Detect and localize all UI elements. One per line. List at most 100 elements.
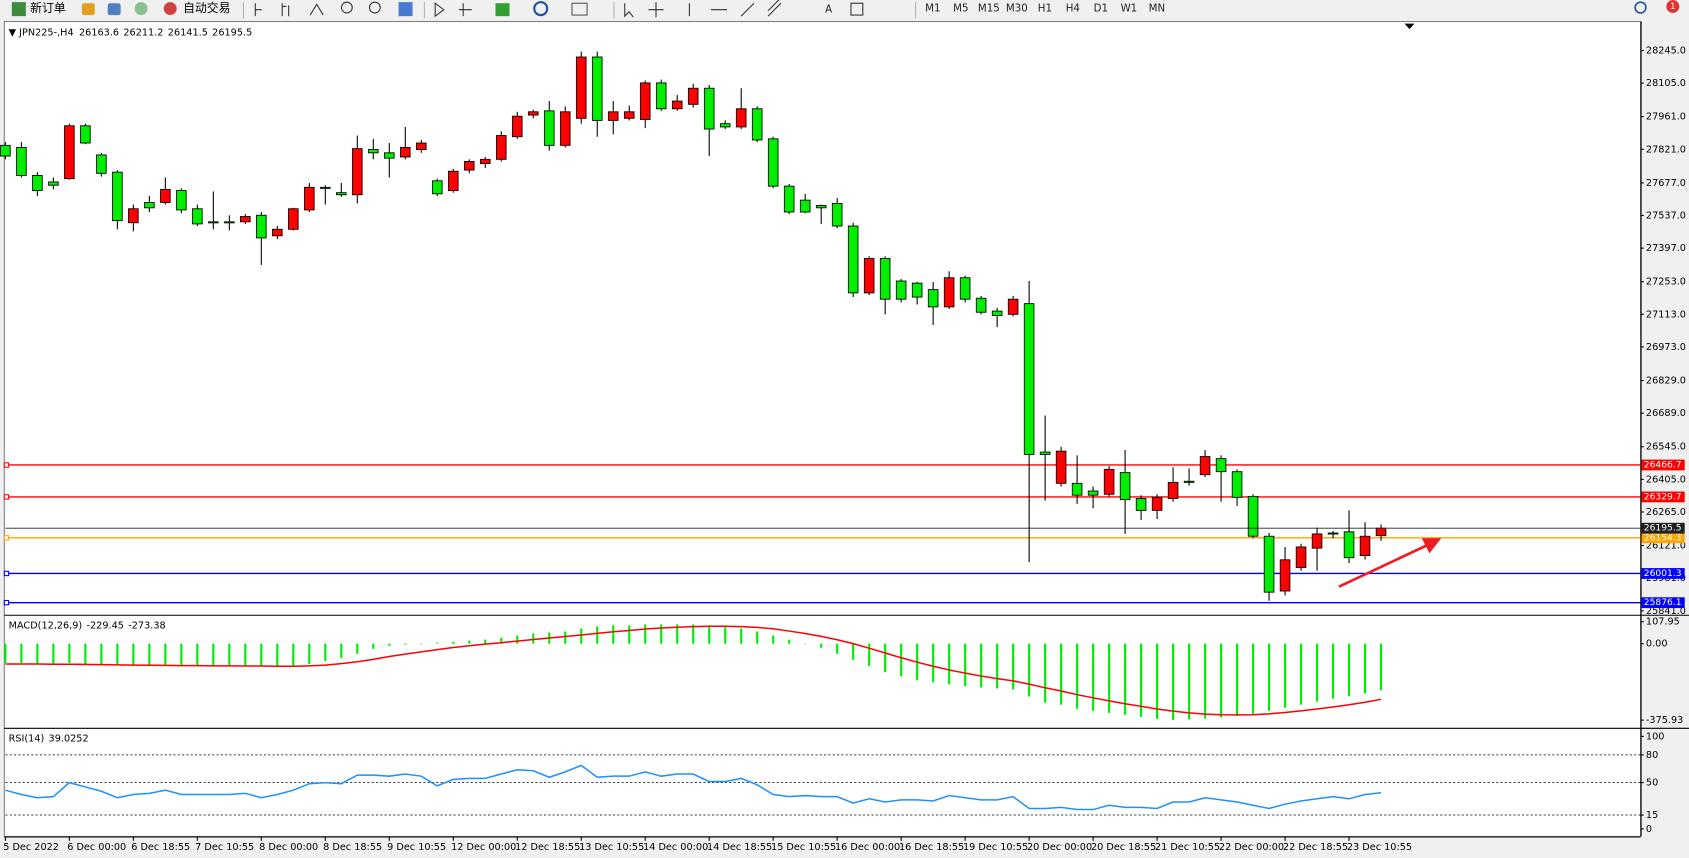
macd-bar [4,643,7,664]
macd-bar [100,643,103,665]
candle-body [879,257,891,300]
y-tick-label: 26973.0 [1646,342,1686,353]
x-tick-label: 21 Dec 10:55 [1155,842,1220,853]
draw-tools[interactable] [624,0,782,18]
macd-bar [276,643,279,668]
macd-title: MACD(12,26,9) [9,620,83,631]
macd-bar [164,643,167,667]
candle-body [575,56,587,119]
candle-body [559,111,571,146]
macd-bar [180,643,183,667]
indicators-icon[interactable] [495,3,510,17]
timeframe-button[interactable]: H4 [1066,4,1080,15]
y-tick-label: 27961.0 [1646,112,1686,123]
auto-trading-button[interactable]: 自动交易 [163,1,231,15]
macd-bar [836,643,839,654]
label-tool[interactable] [850,2,864,16]
candle-body [1311,533,1323,549]
templates-icon[interactable] [571,2,588,16]
timeframe-button[interactable]: D1 [1094,4,1108,15]
candle-body [1151,496,1163,511]
candle-body [975,297,987,313]
macd-bar [1204,643,1207,719]
candle-body [815,205,827,209]
x-tick-label: 22 Dec 18:55 [1283,842,1348,853]
x-tick-label: 12 Dec 18:55 [515,842,580,853]
macd-bar [52,643,55,665]
y-tick-label: 50 [1646,778,1658,789]
timeframe-button[interactable]: M30 [1006,4,1028,15]
candle-body [703,87,715,130]
timeframe-button[interactable]: W1 [1121,4,1138,15]
toolbar: 新订单 自动交易 A M1 M5 M15 M30 H1 H4 D1 W1 MN 1 [0,0,1689,21]
candle-body [1199,456,1211,476]
icon[interactable] [134,2,148,16]
candle-body [463,161,475,171]
candle-body [687,87,699,105]
candle-body [112,171,123,222]
new-order-button[interactable]: 新订单 [11,1,66,17]
candle-body [735,108,747,128]
macd-bar [228,643,231,667]
macd-bar [148,643,151,667]
candle-body [416,142,427,150]
x-tick-label: 9 Dec 10:55 [387,842,446,853]
chart-type-icons[interactable] [254,3,324,17]
rsi-title: RSI(14) [9,734,45,745]
timeframe-button[interactable]: MN [1149,4,1165,15]
candle-body [1375,527,1387,537]
macd-bar [324,643,327,661]
periods-icon[interactable] [533,1,549,17]
zoom-in-icon[interactable] [340,1,353,14]
tile-icon[interactable] [398,2,413,17]
notification-badge[interactable] [1666,0,1680,13]
x-tick-label: 13 Dec 10:55 [579,842,644,853]
macd-bar [84,643,87,665]
macd-bar [1076,643,1079,709]
candle-body [96,154,107,174]
macd-bar [372,643,375,649]
macd-bar [1188,643,1191,720]
candle-body [543,110,555,146]
macd-bar [692,624,695,644]
search-icon[interactable] [1634,1,1647,14]
macd-bar [1315,643,1319,702]
candle-body [208,221,219,224]
macd-bar [420,643,423,645]
timeframe-button[interactable]: M15 [978,4,1000,15]
candle-body [272,228,283,237]
x-tick-label: 16 Dec 18:55 [899,842,964,853]
macd-bar [660,624,663,644]
macd-bar [932,643,935,683]
candle-body [336,192,347,196]
macd-bar [628,625,631,644]
macd-bar [756,631,759,644]
macd-bar [308,643,311,665]
timeframe-button[interactable]: M5 [953,4,968,15]
level-label-bg [1641,568,1685,579]
text-tool[interactable]: A [825,5,832,16]
zoom-out-icon[interactable] [368,1,381,14]
macd-bar [484,639,487,644]
macd-bar [452,641,455,644]
scroll-icons[interactable] [434,2,472,18]
macd-bar [996,643,999,689]
macd-bar [1012,643,1015,690]
x-tick-label: 12 Dec 00:00 [451,842,516,853]
candle-body [895,280,907,300]
x-tick-label: 20 Dec 18:55 [1091,842,1156,853]
candle-body [847,225,859,294]
macd-bar [356,643,359,654]
level-handle [3,599,10,606]
timeframe-button[interactable]: H1 [1038,4,1052,15]
candle-body [783,185,795,213]
timeframe-button[interactable]: M1 [925,4,940,15]
icon[interactable] [81,3,95,16]
icon[interactable] [107,3,121,16]
candle-body [831,202,843,227]
macd-bar [948,643,951,685]
macd-bar [740,628,743,644]
new-order-label: 新订单 [30,1,66,15]
macd-bar [516,635,519,644]
candle-body [80,125,91,144]
